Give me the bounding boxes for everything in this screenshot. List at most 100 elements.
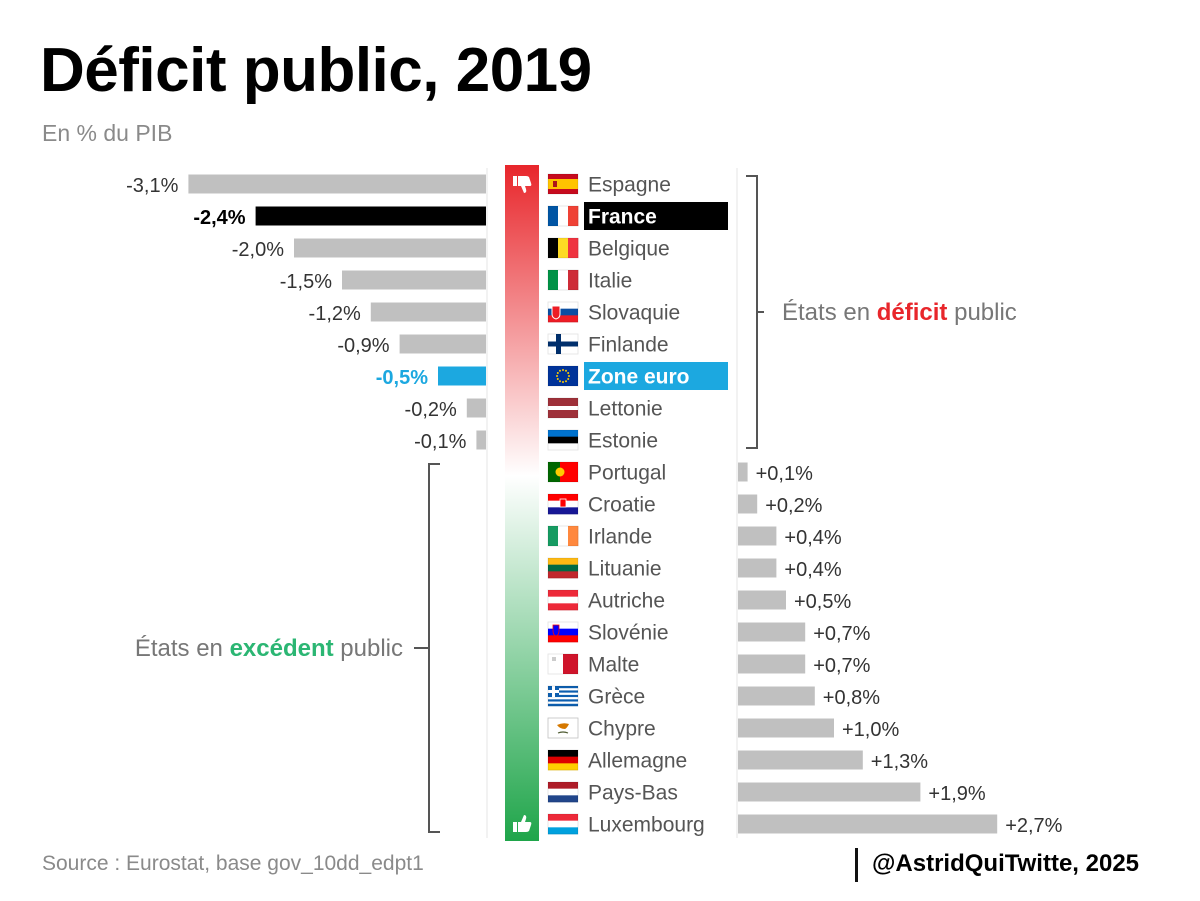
bar-15 (738, 654, 806, 674)
deficit-bracket-label-part-0: États en (782, 299, 877, 326)
value-label-1: -2,4% (193, 207, 245, 229)
surplus-bracket (414, 463, 440, 833)
value-label-2: -2,0% (232, 239, 284, 261)
value-label-3: -1,5% (280, 271, 332, 293)
bar-16 (738, 686, 815, 706)
country-label-19: Pays-Bas (588, 782, 678, 805)
country-label-3: Italie (588, 270, 632, 293)
flag-netherlands-icon (547, 781, 579, 803)
country-label-13: Autriche (588, 590, 665, 613)
flag-finland-icon (547, 333, 579, 355)
deficit-bracket (746, 175, 764, 449)
country-label-18: Allemagne (588, 750, 687, 773)
flag-austria-icon (547, 589, 579, 611)
flag-belgium-icon (547, 237, 579, 259)
flag-italy-icon (547, 269, 579, 291)
flag-malta-icon (547, 653, 579, 675)
value-label-17: +1,0% (842, 719, 899, 741)
surplus-bracket-label-part-0: États en (135, 635, 230, 662)
surplus-bracket-label: États en excédent public (135, 635, 403, 662)
bar-8 (476, 430, 486, 450)
thumbs-down-icon (513, 176, 532, 193)
country-label-7: Lettonie (588, 398, 663, 421)
surplus-bracket-label-part-1: excédent (230, 635, 334, 662)
country-label-9: Portugal (588, 462, 666, 485)
bar-1 (255, 206, 486, 226)
value-label-0: -3,1% (126, 175, 178, 197)
country-label-12: Lituanie (588, 558, 662, 581)
value-label-15: +0,7% (813, 655, 870, 677)
country-label-1: France (588, 206, 657, 229)
flag-estonia-icon (547, 429, 579, 451)
bar-13 (738, 590, 786, 610)
bar-10 (738, 494, 758, 514)
value-label-5: -0,9% (337, 335, 389, 357)
country-label-5: Finlande (588, 334, 669, 357)
value-label-14: +0,7% (813, 623, 870, 645)
bar-14 (738, 622, 806, 642)
country-label-14: Slovénie (588, 622, 669, 645)
flag-luxembourg-icon (547, 813, 579, 835)
bar-17 (738, 718, 834, 738)
bar-19 (738, 782, 921, 802)
country-label-10: Croatie (588, 494, 656, 517)
country-label-6: Zone euro (588, 366, 690, 389)
flag-ireland-icon (547, 525, 579, 547)
gradient-strip (505, 165, 539, 841)
country-label-11: Irlande (588, 526, 652, 549)
surplus-bracket-label-part-2: public (334, 635, 403, 662)
value-label-4: -1,2% (309, 303, 361, 325)
flag-lithuania-icon (547, 557, 579, 579)
country-label-2: Belgique (588, 238, 670, 261)
value-label-8: -0,1% (414, 431, 466, 453)
bar-18 (738, 750, 863, 770)
flag-eu-icon (547, 365, 579, 387)
source-note: Source : Eurostat, base gov_10dd_edpt1 (42, 852, 424, 875)
deficit-bracket-label-part-1: déficit (877, 299, 948, 326)
bar-2 (294, 238, 486, 258)
thumbs-up-icon (513, 815, 532, 832)
value-label-7: -0,2% (405, 399, 457, 421)
bar-11 (738, 526, 777, 546)
bar-4 (370, 302, 486, 322)
value-label-13: +0,5% (794, 591, 851, 613)
flag-france-icon (547, 205, 579, 227)
deficit-bracket-label: États en déficit public (782, 299, 1017, 326)
bar-12 (738, 558, 777, 578)
bar-0 (188, 174, 486, 194)
value-label-9: +0,1% (756, 463, 813, 485)
value-label-19: +1,9% (928, 783, 985, 805)
bar-7 (466, 398, 486, 418)
label-highlight-1 (584, 202, 728, 230)
bar-9 (738, 462, 748, 482)
country-label-17: Chypre (588, 718, 656, 741)
label-highlight-6 (584, 362, 728, 390)
value-label-16: +0,8% (823, 687, 880, 709)
country-label-8: Estonie (588, 430, 658, 453)
flag-croatia-icon (547, 493, 579, 515)
value-label-18: +1,3% (871, 751, 928, 773)
bar-3 (342, 270, 486, 290)
flag-greece-icon (547, 685, 579, 707)
flag-slovenia-icon (547, 621, 579, 643)
country-label-20: Luxembourg (588, 814, 705, 837)
value-label-10: +0,2% (765, 495, 822, 517)
value-label-11: +0,4% (784, 527, 841, 549)
flag-cyprus-icon (547, 717, 579, 739)
author-credit: @AstridQuiTwitte, 2025 (872, 850, 1140, 877)
value-label-12: +0,4% (784, 559, 841, 581)
bar-6 (438, 366, 486, 386)
deficit-bracket-label-part-2: public (947, 299, 1016, 326)
bar-5 (399, 334, 486, 354)
country-label-0: Espagne (588, 174, 671, 197)
country-label-4: Slovaquie (588, 302, 680, 325)
flag-portugal-icon (547, 461, 579, 483)
chart-subtitle: En % du PIB (42, 120, 173, 146)
value-label-6: -0,5% (376, 367, 428, 389)
country-label-15: Malte (588, 654, 639, 677)
country-label-16: Grèce (588, 686, 645, 709)
chart-title: Déficit public, 2019 (40, 36, 592, 105)
flag-germany-icon (547, 749, 579, 771)
value-label-20: +2,7% (1005, 815, 1062, 837)
